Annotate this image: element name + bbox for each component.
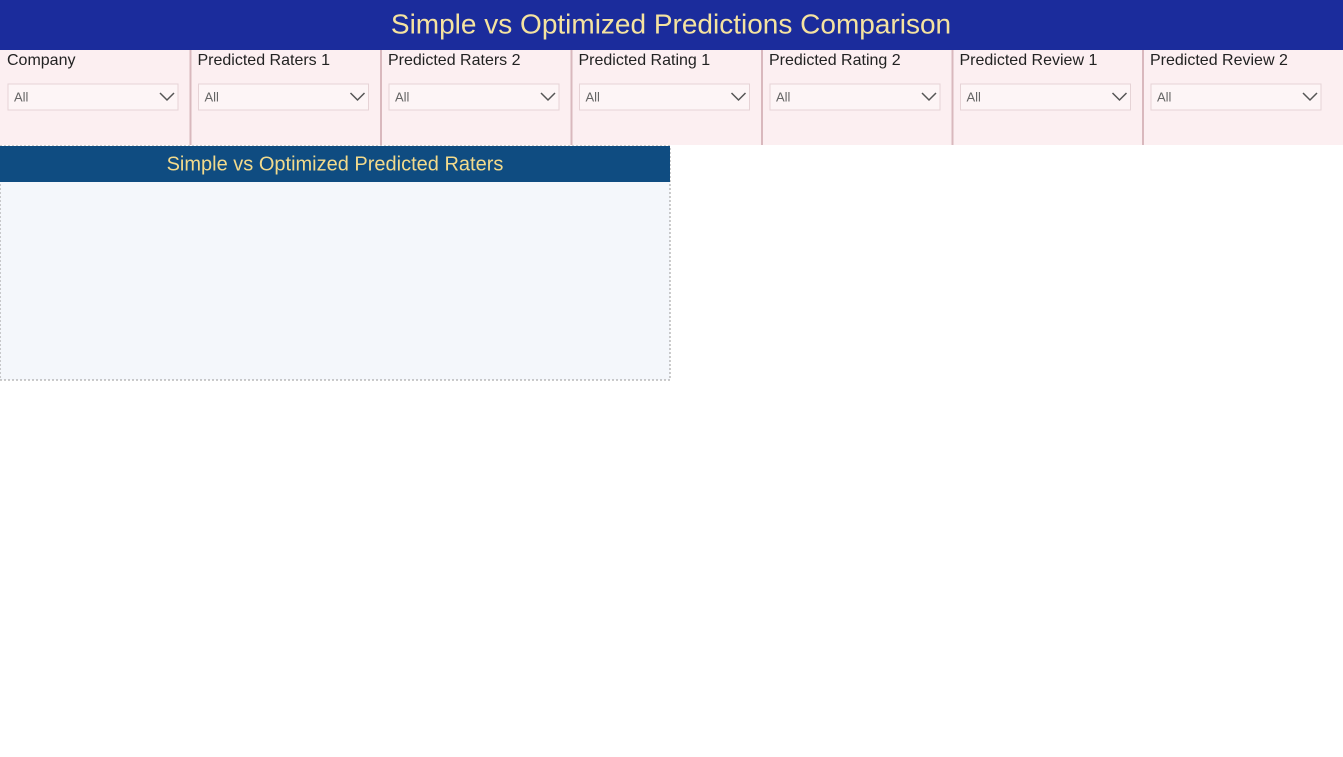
chevron[interactable] (540, 92, 556, 102)
filter-dropdown[interactable]: All (198, 83, 369, 111)
filter-label: Company (7, 52, 75, 69)
dropdown-box[interactable] (198, 83, 369, 111)
chevron[interactable] (159, 92, 175, 102)
filter-dropdown[interactable]: All (7, 83, 179, 111)
dropdown-value[interactable]: All (776, 89, 791, 104)
dropdown-value[interactable]: All (967, 89, 982, 104)
chevron[interactable] (1302, 92, 1318, 102)
dropdown-value[interactable]: All (586, 89, 601, 104)
dropdown-box[interactable] (388, 83, 560, 111)
filter-dropdown[interactable]: All (579, 83, 750, 111)
filter-dropdown[interactable]: All (960, 83, 1131, 111)
dropdown-box[interactable] (7, 83, 179, 111)
filter-dropdown[interactable]: All (388, 83, 560, 111)
dropdown-value[interactable]: All (395, 89, 410, 104)
panel-title-bar (0, 146, 670, 182)
dropdown-value[interactable]: All (14, 89, 29, 104)
panel-title: Simple vs Optimized Predicted Raters (167, 153, 504, 175)
dropdown-box[interactable] (579, 83, 750, 111)
filter-label: Predicted Review 1 (960, 52, 1098, 69)
dropdown-box[interactable] (960, 83, 1131, 111)
filter-label: Predicted Rating 1 (579, 52, 711, 69)
header-bar (0, 0, 1343, 50)
dropdown-box[interactable] (769, 83, 941, 111)
chevron[interactable] (1111, 92, 1128, 102)
chevron[interactable] (730, 92, 747, 102)
filter-label: Predicted Rating 2 (769, 52, 901, 69)
filter-dropdown[interactable]: All (769, 83, 941, 111)
dropdown-box[interactable] (1150, 83, 1322, 111)
chevron[interactable] (349, 92, 366, 102)
filter-label: Predicted Raters 1 (198, 52, 331, 69)
chevron[interactable] (921, 92, 937, 102)
filter-dropdown[interactable]: All (1150, 83, 1322, 111)
dropdown-value[interactable]: All (205, 89, 220, 104)
filter-label: Predicted Review 2 (1150, 52, 1288, 69)
filter-label: Predicted Raters 2 (388, 52, 521, 69)
dropdown-value[interactable]: All (1157, 89, 1172, 104)
page-title: Simple vs Optimized Predictions Comparis… (391, 8, 951, 39)
panel-body (0, 145, 671, 381)
